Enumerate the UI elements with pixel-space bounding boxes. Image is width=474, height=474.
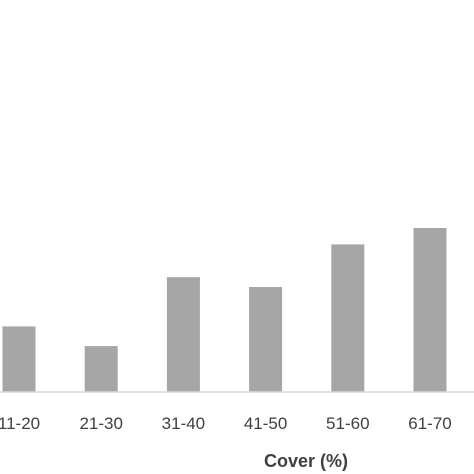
x-tick-labels: 11-20 21-30 31-40 41-50 51-60 61-70 xyxy=(0,414,452,433)
bar-11-20 xyxy=(2,326,36,392)
x-tick-label: 61-70 xyxy=(408,414,451,433)
x-tick-label: 21-30 xyxy=(79,414,122,433)
x-axis-title: Cover (%) xyxy=(264,451,348,471)
bar-group xyxy=(2,228,447,392)
x-tick-label: 41-50 xyxy=(244,414,287,433)
bar-31-40 xyxy=(166,277,200,392)
x-tick-label: 51-60 xyxy=(326,414,369,433)
x-tick-label: 11-20 xyxy=(0,414,40,433)
bar-41-50 xyxy=(249,287,283,392)
bar-21-30 xyxy=(84,346,118,392)
x-tick-label: 31-40 xyxy=(162,414,205,433)
bar-51-60 xyxy=(331,244,365,392)
bar-61-70 xyxy=(413,228,447,392)
